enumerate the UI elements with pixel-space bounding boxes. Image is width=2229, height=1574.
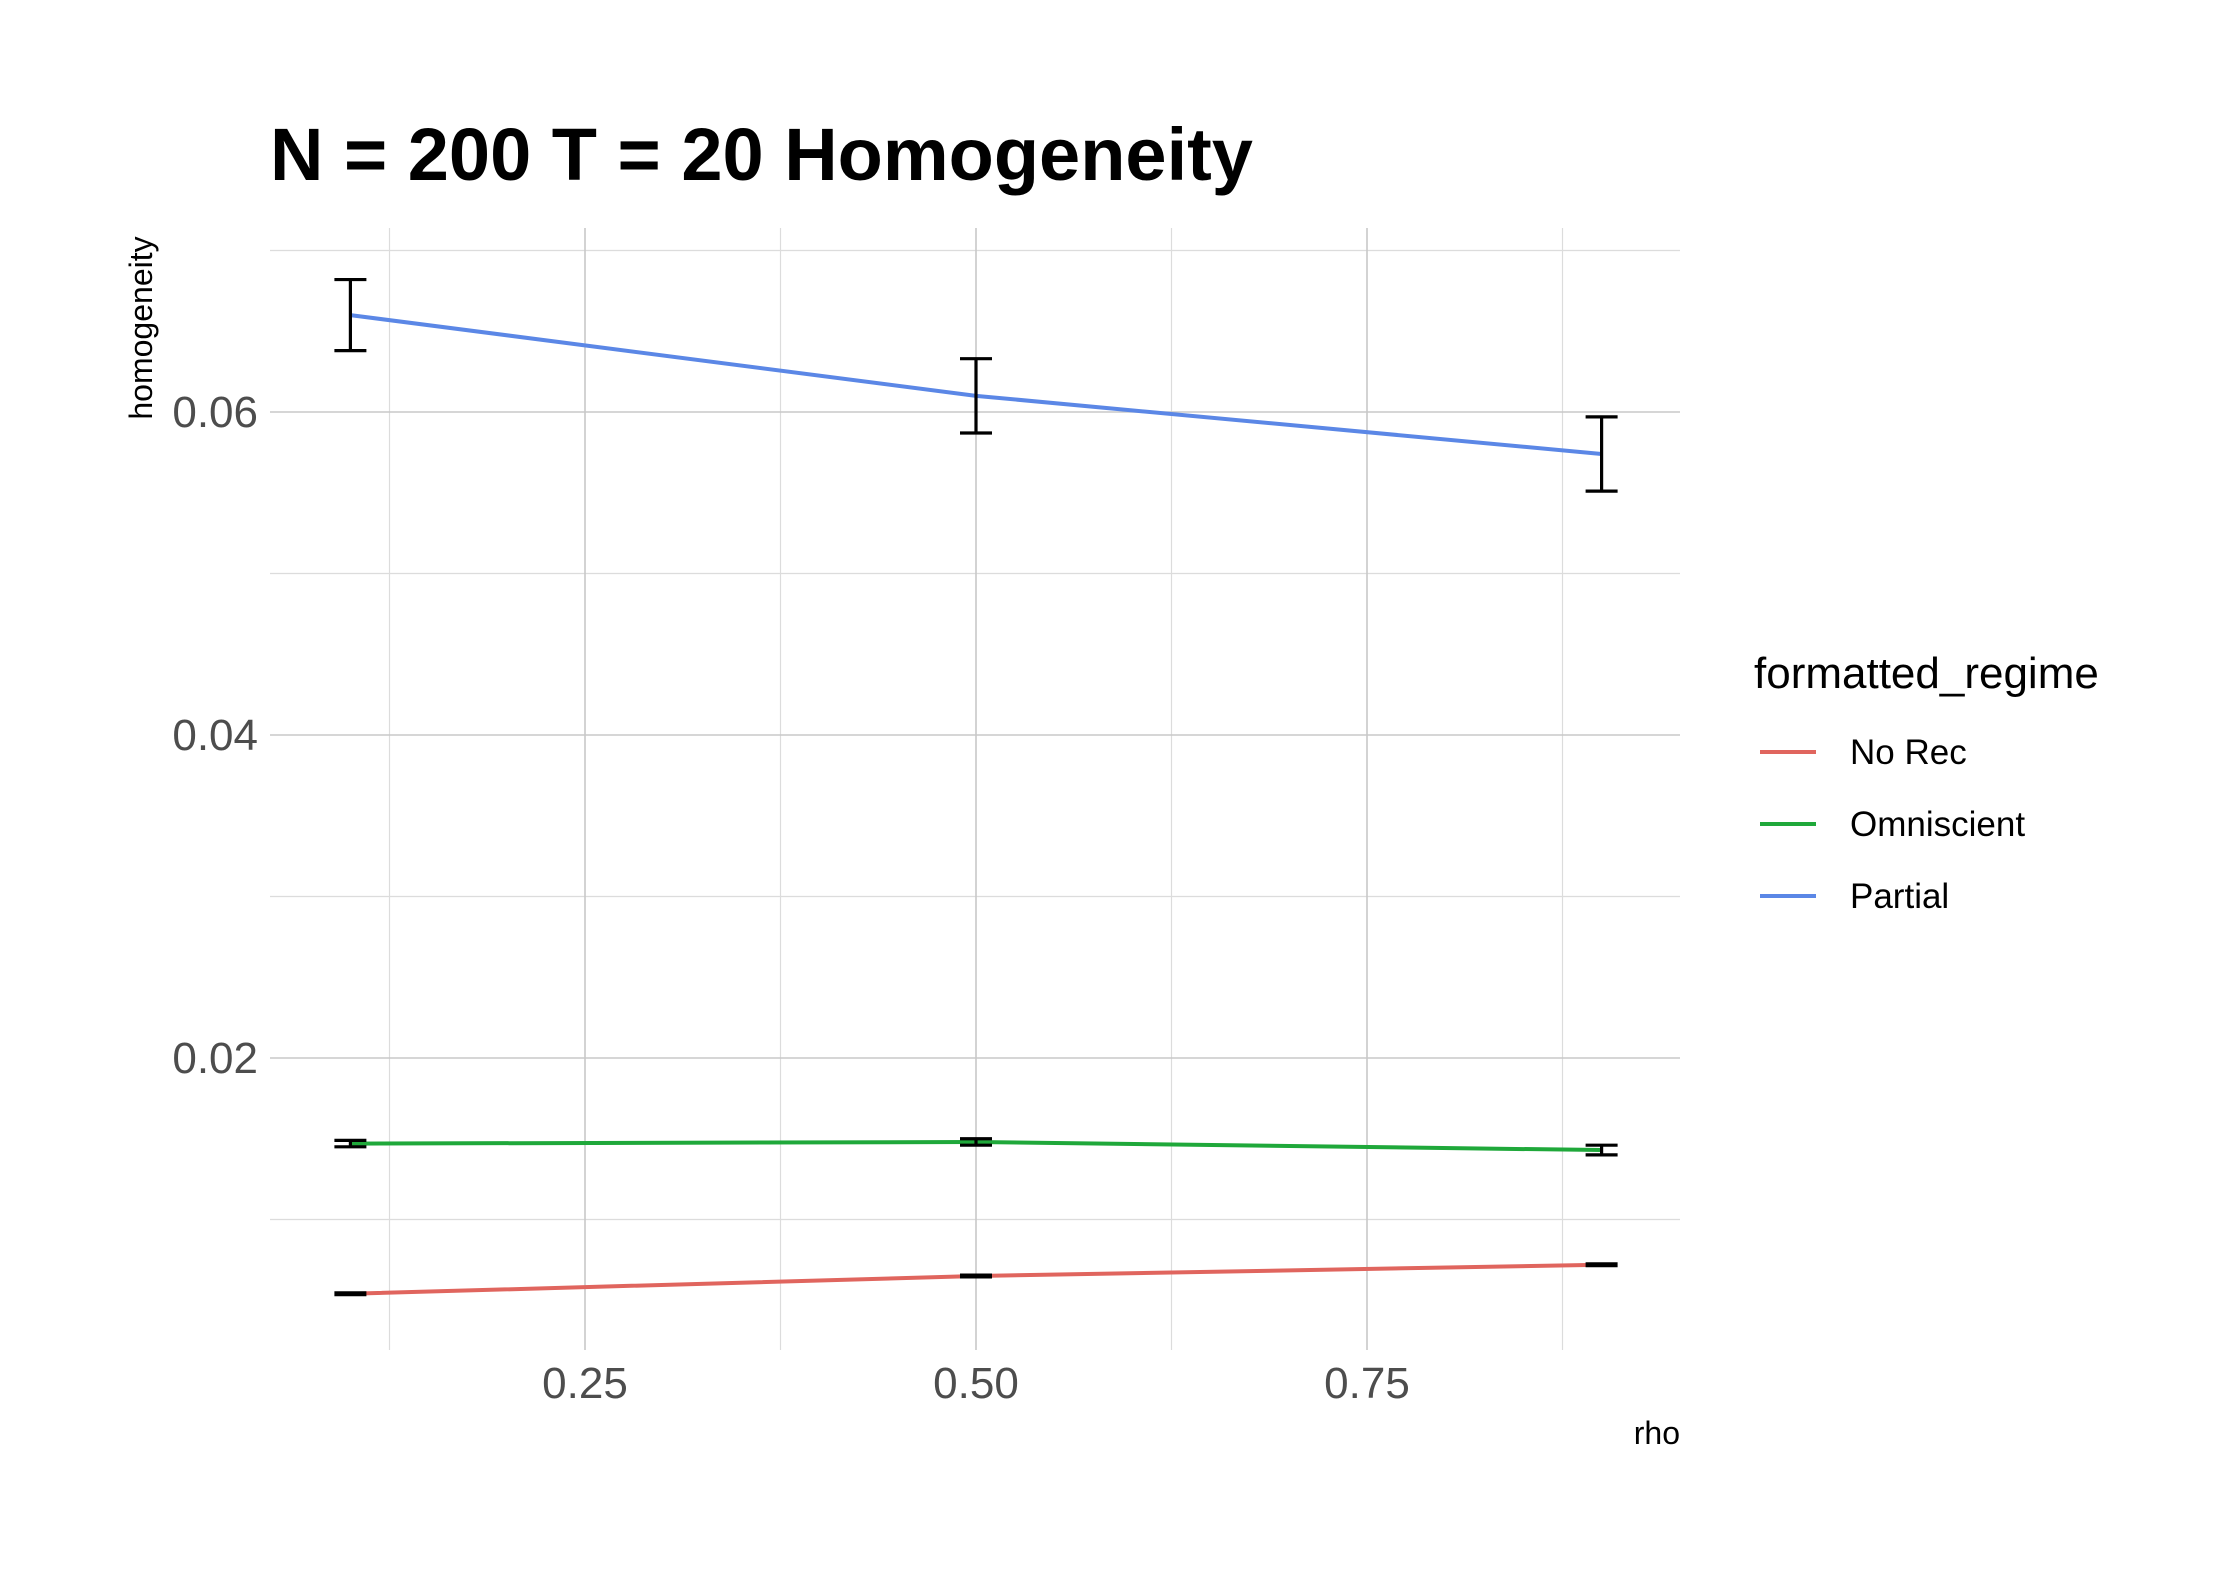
y-tick-label: 0.02 bbox=[172, 1034, 258, 1083]
legend: formatted_regime No Rec Omniscient Partial bbox=[1754, 649, 2099, 916]
legend-item: Partial bbox=[1760, 877, 1949, 916]
y-tick-label: 0.04 bbox=[172, 711, 258, 760]
error-bar bbox=[960, 1137, 992, 1147]
grid bbox=[270, 228, 1680, 1350]
x-tick-label: 0.25 bbox=[542, 1359, 628, 1408]
error-bar bbox=[960, 357, 992, 435]
legend-item: Omniscient bbox=[1760, 805, 2025, 844]
x-tick-labels: 0.25 0.50 0.75 bbox=[542, 1359, 1410, 1408]
error-bars bbox=[334, 277, 1618, 1297]
y-axis-title: homogeneity bbox=[123, 236, 159, 419]
chart-title: N = 200 T = 20 Homogeneity bbox=[270, 113, 1253, 196]
error-bar bbox=[1585, 415, 1618, 493]
y-tick-labels: 0.02 0.04 0.06 bbox=[172, 388, 258, 1083]
legend-item: No Rec bbox=[1760, 733, 1967, 772]
x-tick-label: 0.75 bbox=[1324, 1359, 1410, 1408]
legend-label: Partial bbox=[1850, 877, 1949, 916]
x-axis-title: rho bbox=[1634, 1415, 1680, 1451]
x-tick-label: 0.50 bbox=[933, 1359, 1019, 1408]
error-bar bbox=[334, 277, 367, 353]
y-tick-label: 0.06 bbox=[172, 388, 258, 437]
error-bar bbox=[1585, 1143, 1618, 1157]
error-bar bbox=[334, 1138, 367, 1149]
legend-label: Omniscient bbox=[1850, 805, 2025, 844]
legend-items: No Rec Omniscient Partial bbox=[1760, 733, 2025, 916]
legend-title: formatted_regime bbox=[1754, 649, 2099, 698]
legend-label: No Rec bbox=[1850, 733, 1967, 772]
